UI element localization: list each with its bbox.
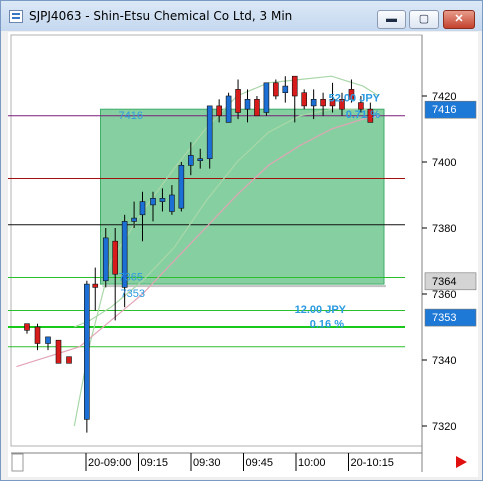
candle-body-33 — [348, 89, 355, 100]
band-line-1 — [74, 108, 379, 328]
price-tick-label-7320: 7320 — [432, 421, 456, 433]
candle-body-32 — [339, 99, 345, 110]
title-bar[interactable]: SJPJ4063 - Shin-Etsu Chemical Co Ltd, 3 … — [1, 1, 482, 31]
candle-body-26 — [282, 85, 289, 93]
scroll-box — [11, 453, 24, 472]
band-line-2 — [16, 115, 379, 368]
candle-body-27 — [291, 75, 298, 97]
lower-pct-label: 0.16 % — [310, 319, 344, 331]
upper-change-label: 52.00 JPY — [329, 92, 381, 104]
candle-body-4 — [66, 356, 72, 364]
candle-body-7 — [102, 237, 109, 282]
candle-body-21 — [235, 89, 241, 113]
candle-body-14 — [169, 194, 175, 212]
candle-body-31 — [329, 99, 336, 107]
candle-body-34 — [358, 102, 364, 110]
candle-body-11 — [139, 201, 146, 216]
price-chart[interactable]: 7416 7365 7353 52.00 JPY 0.71 % 12.00 JPY 0.16… — [8, 32, 478, 477]
time-label-3: 09:45 — [246, 457, 274, 469]
price-tick-label-7400: 7400 — [432, 157, 456, 169]
price-flag-7416 — [424, 100, 477, 119]
candle-body-3 — [55, 339, 62, 364]
candle-body-29 — [310, 99, 317, 107]
lower-change-label: 12.00 JPY — [295, 304, 347, 316]
candle-body-10 — [131, 217, 137, 222]
candle-body-35 — [367, 108, 374, 123]
candle-body-20 — [225, 95, 232, 123]
candle-body-17 — [197, 158, 204, 161]
price-flag-label-7416: 7416 — [432, 104, 456, 116]
time-label-1: 09:15 — [141, 457, 169, 469]
candle-body-22 — [244, 99, 251, 110]
candle-body-8 — [112, 240, 118, 275]
price-tick-label-7380: 7380 — [432, 223, 456, 235]
measure-box-bottom-label: 7353 — [121, 288, 145, 300]
chart-window-icon — [9, 10, 23, 23]
minimize-button[interactable]: ▬ — [377, 10, 406, 29]
candle-body-5 — [84, 283, 90, 420]
measure-box-inner-label: 7365 — [119, 272, 143, 284]
candle-body-13 — [159, 198, 166, 202]
price-flag-7364 — [424, 272, 477, 291]
time-label-5: 20-10:15 — [351, 457, 394, 469]
candle-body-2 — [45, 336, 51, 344]
time-label-2: 09:30 — [193, 457, 221, 469]
candle-body-9 — [121, 221, 128, 288]
price-tick-label-7420: 7420 — [432, 91, 456, 103]
time-label-0: 20-09:00 — [88, 457, 131, 469]
upper-pct-label: 0.71 % — [346, 109, 380, 121]
candle-body-18 — [206, 105, 213, 160]
chart-area[interactable]: 7416 7365 7353 52.00 JPY 0.71 % 12.00 JPY 0.16… — [8, 32, 478, 477]
maximize-button[interactable]: ▢ — [409, 10, 439, 29]
price-flag-7353 — [424, 308, 477, 327]
candle-body-16 — [188, 155, 194, 166]
price-tick-label-7340: 7340 — [432, 355, 456, 367]
candle-body-6 — [92, 283, 99, 288]
candle-body-1 — [34, 326, 41, 344]
candle-body-12 — [150, 198, 156, 206]
time-label-4: 10:00 — [298, 457, 326, 469]
price-flag-label-7353: 7353 — [432, 312, 456, 324]
window-title: SJPJ4063 - Shin-Etsu Chemical Co Ltd, 3 … — [29, 9, 293, 23]
price-tick-label-7360: 7360 — [432, 289, 456, 301]
candle-body-19 — [216, 105, 222, 117]
measure-box-top-label: 7416 — [119, 110, 143, 122]
measure-box — [100, 108, 385, 285]
candle-body-0 — [24, 323, 30, 331]
candle-body-15 — [178, 165, 185, 209]
candle-body-25 — [273, 82, 279, 97]
candle-body-24 — [263, 82, 270, 113]
close-button[interactable]: ✕ — [443, 10, 475, 29]
candle-body-28 — [301, 92, 308, 107]
candle-body-30 — [320, 99, 326, 107]
right-arrow-icon[interactable] — [456, 456, 467, 468]
price-flag-label-7364: 7364 — [432, 276, 456, 288]
candle-body-23 — [254, 99, 260, 117]
